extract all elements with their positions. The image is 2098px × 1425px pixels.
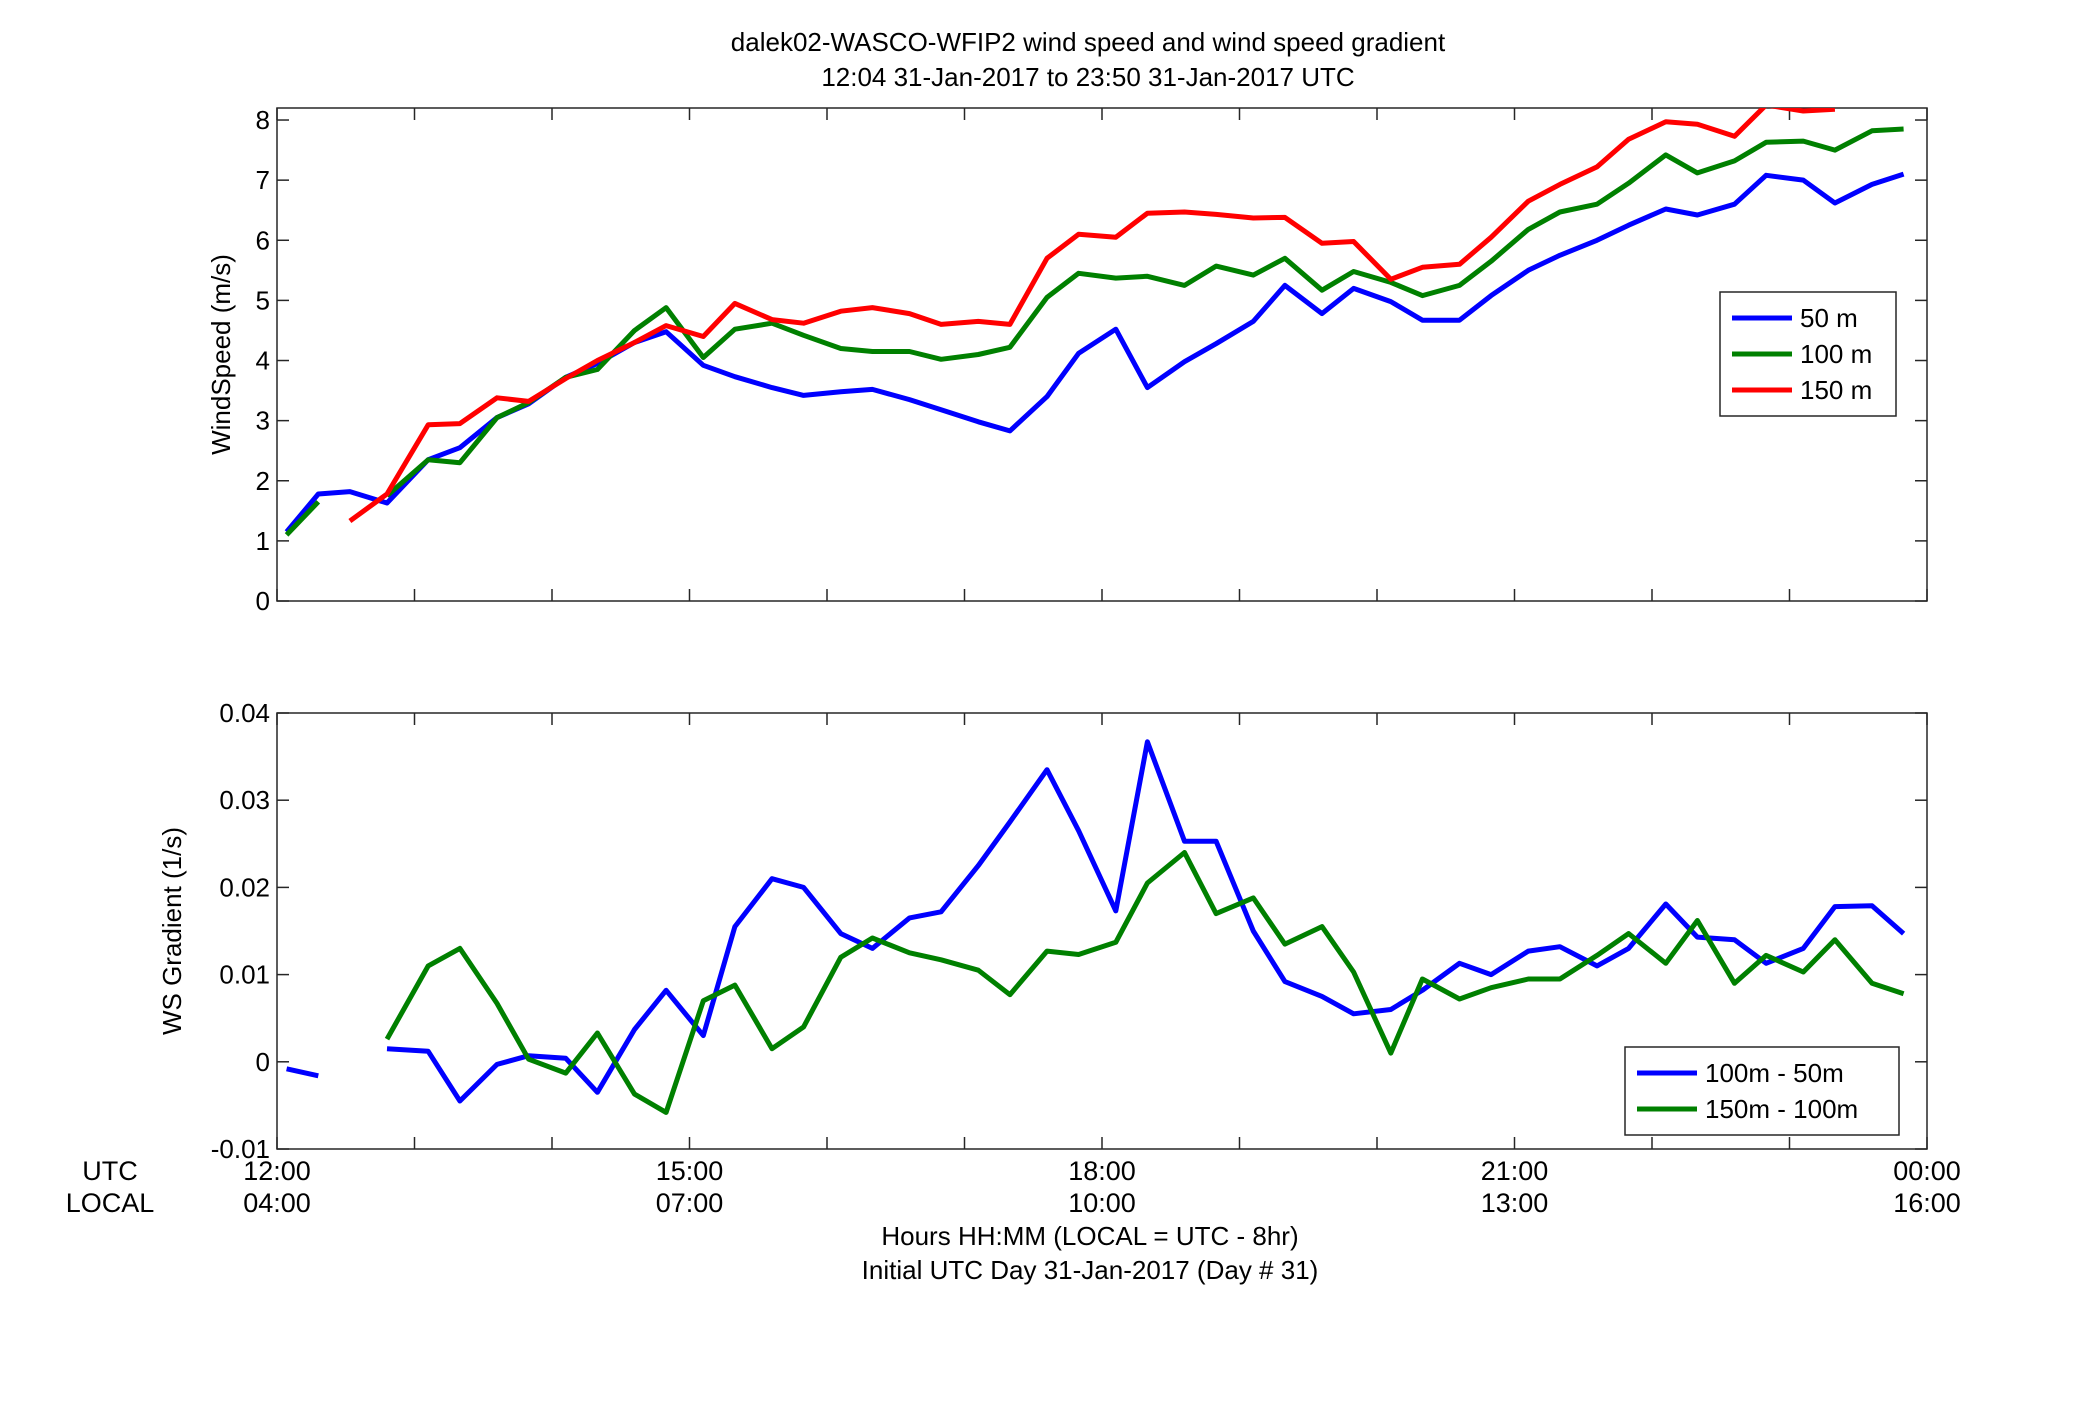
x-tick-label-utc: 15:00 — [656, 1156, 724, 1186]
series-line-100m-50m — [286, 739, 1906, 1104]
series-line-150-m — [348, 108, 1836, 524]
legend-box — [1624, 1046, 1900, 1136]
legend-label: 100 m — [1800, 339, 1872, 369]
legend-label: 100m - 50m — [1705, 1058, 1844, 1088]
y-tick-label: 0.01 — [219, 960, 270, 990]
utc-row-label: UTC — [82, 1156, 138, 1186]
y-tick-label: 0.02 — [219, 872, 270, 902]
plot-frame — [276, 107, 1928, 602]
x-tick-label-local: 13:00 — [1481, 1188, 1549, 1218]
x-axis-label-line2: Initial UTC Day 31-Jan-2017 (Day # 31) — [862, 1255, 1319, 1285]
x-axis-label-line1: Hours HH:MM (LOCAL = UTC - 8hr) — [881, 1221, 1298, 1251]
x-tick-label-utc: 21:00 — [1481, 1156, 1549, 1186]
gradient-axes: -0.01 0 0.01 0.02 0.03 0.04 WS Gradient (1/s) 1… — [157, 698, 1928, 1164]
local-row-label: LOCAL — [66, 1188, 155, 1218]
y-tick-label: 6 — [256, 225, 270, 255]
series-line-150m-100m — [384, 850, 1905, 1115]
x-tick-label-local: 04:00 — [243, 1188, 311, 1218]
chart-title-line1: dalek02-WASCO-WFIP2 wind speed and wind … — [731, 27, 1446, 57]
y-axis-label: WindSpeed (m/s) — [206, 254, 236, 455]
y-tick-label: 0.03 — [219, 785, 270, 815]
chart-title-line2: 12:04 31-Jan-2017 to 23:50 31-Jan-2017 U… — [821, 62, 1354, 92]
y-tick-label: 3 — [256, 406, 270, 436]
x-tick-label-utc: 18:00 — [1068, 1156, 1136, 1186]
y-tick-label: 8 — [256, 105, 270, 135]
x-tick-label-utc: 00:00 — [1893, 1156, 1961, 1186]
y-tick-label: 4 — [256, 346, 270, 376]
x-tick-label-utc: 12:00 — [243, 1156, 311, 1186]
windspeed-axes: 0 1 2 3 4 5 6 7 8 WindSpeed (m/s) 50 m 100 m 150 m — [206, 105, 1928, 616]
legend-label: 150m - 100m — [1705, 1094, 1858, 1124]
y-tick-label: 5 — [256, 285, 270, 315]
series-line-100-m — [284, 126, 1904, 537]
legend-label: 50 m — [1800, 303, 1858, 333]
legend-label: 150 m — [1800, 375, 1872, 405]
y-tick-label: -0.01 — [211, 1134, 270, 1164]
y-tick-label: 0.04 — [219, 698, 270, 728]
y-tick-label: 2 — [256, 466, 270, 496]
x-tick-label-local: 16:00 — [1893, 1188, 1961, 1218]
y-tick-label: 0 — [256, 1047, 270, 1077]
y-tick-label: 0 — [256, 586, 270, 616]
x-tick-label-local: 10:00 — [1068, 1188, 1136, 1218]
y-axis-label: WS Gradient (1/s) — [157, 827, 187, 1035]
y-tick-label: 7 — [256, 165, 270, 195]
y-tick-label: 1 — [256, 526, 270, 556]
x-tick-label-local: 07:00 — [656, 1188, 724, 1218]
